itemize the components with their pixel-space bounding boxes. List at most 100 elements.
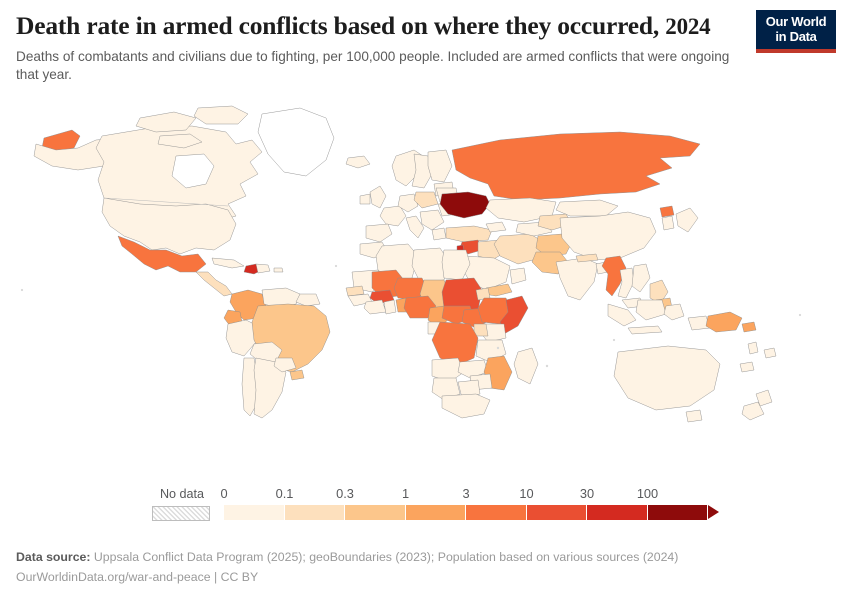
country-new-zealand-north[interactable] xyxy=(756,390,772,406)
country-new-caledonia[interactable] xyxy=(740,362,754,372)
country-paraguay[interactable] xyxy=(274,358,296,372)
country-somalia[interactable] xyxy=(500,296,528,334)
country-angola[interactable] xyxy=(432,358,464,382)
country-ukraine[interactable] xyxy=(440,192,490,218)
country-nigeria[interactable] xyxy=(404,296,436,318)
country-georgia-caucasus[interactable] xyxy=(486,222,506,232)
island-dot-4 xyxy=(798,313,802,317)
legend-bin-5[interactable] xyxy=(526,505,587,520)
country-new-zealand-south[interactable] xyxy=(742,402,764,420)
country-india[interactable] xyxy=(556,258,598,300)
country-germany[interactable] xyxy=(398,194,418,212)
country-nepal[interactable] xyxy=(576,254,598,262)
country-north-korea[interactable] xyxy=(660,206,674,217)
country-italy[interactable] xyxy=(406,216,424,238)
country-balkans[interactable] xyxy=(420,210,444,230)
country-uganda[interactable] xyxy=(474,324,488,336)
legend-bin-1[interactable] xyxy=(284,505,345,520)
legend-bin-2[interactable] xyxy=(345,505,406,520)
country-korea[interactable] xyxy=(662,216,674,230)
country-mongolia[interactable] xyxy=(556,200,618,216)
country-vietnam[interactable] xyxy=(632,264,650,292)
country-russia[interactable] xyxy=(452,132,700,200)
country-madagascar[interactable] xyxy=(514,348,538,384)
country-china[interactable] xyxy=(560,212,656,260)
country-ghana[interactable] xyxy=(384,300,396,314)
country-indonesia-java[interactable] xyxy=(628,326,662,334)
country-indonesia-borneo[interactable] xyxy=(636,300,666,320)
legend-bin-7[interactable] xyxy=(647,505,708,520)
country-botswana[interactable] xyxy=(458,380,480,398)
island-dot-1 xyxy=(496,346,500,350)
island-dot-2 xyxy=(545,364,549,368)
country-poland[interactable] xyxy=(414,192,438,208)
owid-logo[interactable]: Our World in Data xyxy=(756,10,836,53)
country-greenland[interactable] xyxy=(258,108,334,176)
page-title-text: Death rate in armed conflicts based on w… xyxy=(16,11,660,40)
country-spain[interactable] xyxy=(366,224,392,242)
world-map-svg[interactable] xyxy=(0,100,850,480)
map-legend[interactable]: No data 0 0.1 0.3 1 3 10 30 100 xyxy=(152,486,719,536)
country-iceland[interactable] xyxy=(346,156,370,168)
country-guyana[interactable] xyxy=(296,294,320,306)
country-ireland[interactable] xyxy=(360,194,370,204)
country-ivory-coast[interactable] xyxy=(364,300,386,314)
country-peru[interactable] xyxy=(226,320,258,356)
country-tasmania[interactable] xyxy=(686,410,702,422)
country-oman[interactable] xyxy=(510,268,526,284)
country-indonesia-sumatra[interactable] xyxy=(608,304,636,326)
footer-link-line[interactable]: OurWorldinData.org/war-and-peace | CC BY xyxy=(16,569,259,584)
legend-bin-6[interactable] xyxy=(587,505,648,520)
country-united-states[interactable] xyxy=(102,198,236,254)
country-chile[interactable] xyxy=(242,358,258,416)
country-venezuela[interactable] xyxy=(262,288,300,308)
country-turkey[interactable] xyxy=(446,226,492,242)
country-greece[interactable] xyxy=(432,228,446,240)
legend-tick-2: 0.3 xyxy=(336,486,354,501)
legend-tick-6: 30 xyxy=(579,486,595,501)
country-canada-arctic-1[interactable] xyxy=(136,112,196,132)
country-philippines[interactable] xyxy=(650,280,668,304)
country-puerto-rico[interactable] xyxy=(274,268,283,272)
country-indonesia-sulawesi[interactable] xyxy=(664,304,684,320)
country-canada-arctic-2[interactable] xyxy=(194,106,248,124)
island-dot-5 xyxy=(20,288,24,292)
legend-bin-3[interactable] xyxy=(405,505,466,520)
country-solomon-islands[interactable] xyxy=(742,322,756,332)
chart-footer: Data source: Uppsala Conflict Data Progr… xyxy=(16,548,816,588)
country-fiji[interactable] xyxy=(764,348,776,358)
footer-source-label: Data source: xyxy=(16,550,91,564)
legend-scale[interactable]: 0 0.1 0.3 1 3 10 30 100 xyxy=(220,486,719,520)
country-papua-new-guinea[interactable] xyxy=(706,312,742,332)
country-kazakhstan[interactable] xyxy=(486,198,556,222)
country-united-kingdom[interactable] xyxy=(370,186,386,208)
page-title-year: 2024 xyxy=(665,14,711,39)
legend-color-bar[interactable] xyxy=(224,505,719,520)
country-cuba[interactable] xyxy=(212,258,244,268)
footer-source-line: Data source: Uppsala Conflict Data Progr… xyxy=(16,548,816,568)
country-canada-arctic-3[interactable] xyxy=(158,134,202,148)
country-senegal[interactable] xyxy=(346,286,364,296)
country-central-america[interactable] xyxy=(196,272,232,296)
country-south-africa[interactable] xyxy=(442,394,490,418)
country-thailand[interactable] xyxy=(618,268,634,298)
legend-bin-0[interactable] xyxy=(224,505,285,520)
country-france[interactable] xyxy=(380,206,406,226)
legend-bin-4[interactable] xyxy=(466,505,527,520)
country-egypt[interactable] xyxy=(442,250,470,280)
country-australia[interactable] xyxy=(614,346,720,410)
country-japan[interactable] xyxy=(676,208,698,232)
country-dominican-republic[interactable] xyxy=(256,264,270,273)
chart-header: Death rate in armed conflicts based on w… xyxy=(16,11,756,84)
world-map[interactable] xyxy=(0,100,850,480)
legend-arrow-cap xyxy=(708,505,719,519)
legend-no-data[interactable]: No data xyxy=(152,488,212,521)
chart-subtitle: Deaths of combatants and civilians due t… xyxy=(16,48,730,82)
country-vanuatu[interactable] xyxy=(748,342,758,354)
legend-tick-1: 0.1 xyxy=(275,486,294,501)
legend-no-data-swatch[interactable] xyxy=(152,505,210,521)
island-dot-6 xyxy=(612,338,616,342)
country-finland[interactable] xyxy=(428,150,452,182)
country-myanmar[interactable] xyxy=(602,256,626,296)
country-uruguay[interactable] xyxy=(290,370,304,380)
